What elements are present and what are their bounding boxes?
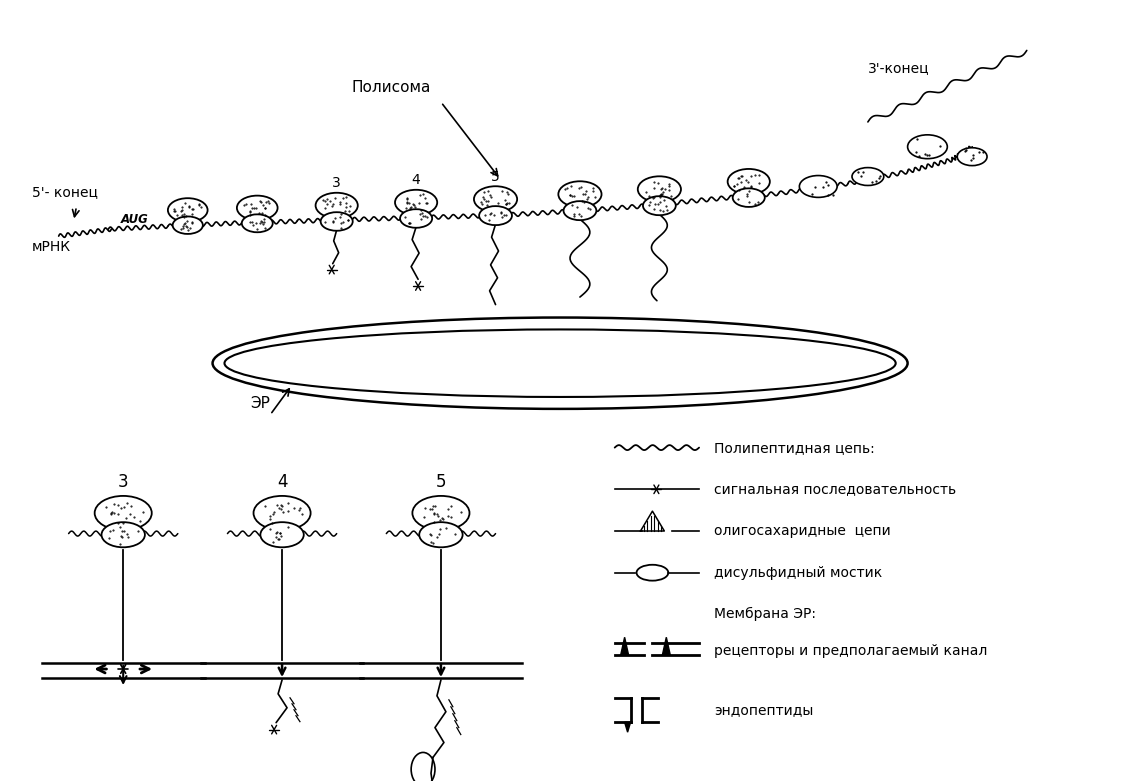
- Text: сигнальная последовательность: сигнальная последовательность: [714, 482, 956, 496]
- Ellipse shape: [732, 188, 765, 207]
- Ellipse shape: [638, 176, 681, 202]
- Ellipse shape: [261, 522, 304, 547]
- Text: 5: 5: [491, 169, 500, 183]
- Polygon shape: [621, 637, 628, 655]
- Ellipse shape: [852, 168, 884, 186]
- Ellipse shape: [419, 522, 462, 547]
- Text: мРНК: мРНК: [32, 240, 71, 254]
- Ellipse shape: [95, 496, 152, 530]
- Text: 3: 3: [332, 176, 341, 191]
- Text: олигосахаридные  цепи: олигосахаридные цепи: [714, 524, 891, 538]
- Ellipse shape: [254, 496, 311, 530]
- Ellipse shape: [643, 196, 676, 215]
- Ellipse shape: [558, 181, 602, 207]
- Text: 4: 4: [277, 474, 287, 492]
- Ellipse shape: [173, 216, 202, 234]
- Ellipse shape: [800, 176, 837, 198]
- Polygon shape: [662, 637, 670, 655]
- Polygon shape: [625, 722, 630, 732]
- Text: дисульфидный мостик: дисульфидный мостик: [714, 566, 882, 579]
- Ellipse shape: [564, 201, 596, 220]
- Ellipse shape: [907, 135, 947, 158]
- Text: 3: 3: [118, 474, 128, 492]
- Ellipse shape: [320, 212, 352, 230]
- Ellipse shape: [474, 187, 517, 212]
- Text: Полипептидная цепь:: Полипептидная цепь:: [714, 441, 875, 455]
- Ellipse shape: [241, 214, 272, 232]
- Ellipse shape: [168, 198, 207, 222]
- Ellipse shape: [479, 206, 513, 225]
- Ellipse shape: [395, 190, 437, 215]
- Text: 5: 5: [436, 474, 446, 492]
- Ellipse shape: [102, 522, 145, 547]
- Text: AUG: AUG: [121, 213, 149, 227]
- Text: Мембрана ЭР:: Мембрана ЭР:: [714, 608, 816, 622]
- Text: рецепторы и предполагаемый канал: рецепторы и предполагаемый канал: [714, 644, 987, 658]
- Ellipse shape: [400, 209, 432, 228]
- Ellipse shape: [728, 169, 770, 194]
- Text: 4: 4: [412, 173, 421, 187]
- Text: 5'- конец: 5'- конец: [32, 185, 97, 199]
- Text: ЭР: ЭР: [251, 396, 270, 411]
- Ellipse shape: [412, 496, 469, 530]
- Text: эндопептиды: эндопептиды: [714, 703, 813, 717]
- Text: 3'-конец: 3'-конец: [868, 61, 929, 75]
- Ellipse shape: [316, 193, 358, 218]
- Ellipse shape: [237, 196, 278, 220]
- Text: Полисома: Полисома: [351, 80, 431, 95]
- Ellipse shape: [958, 147, 987, 165]
